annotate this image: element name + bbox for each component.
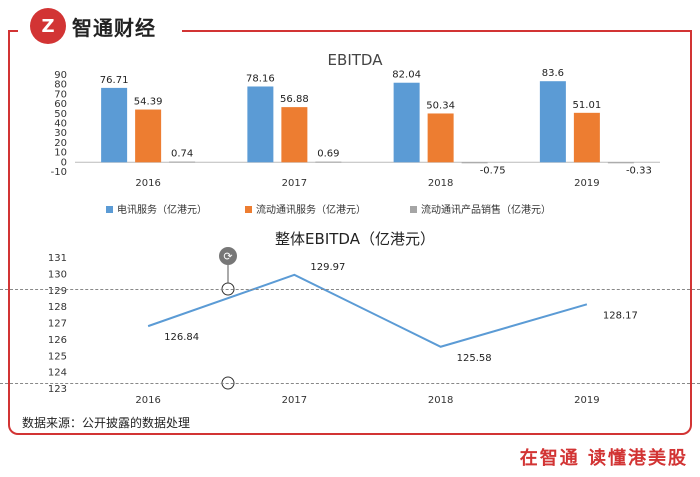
bar [539, 81, 566, 163]
legend-swatch [245, 206, 252, 213]
y-tick-label: 90 [54, 70, 67, 81]
line-data-label: 128.17 [603, 310, 638, 321]
y-tick-label: 130 [48, 269, 67, 280]
y-tick-label: 60 [54, 99, 67, 110]
brand-mark-icon: Z [30, 8, 66, 44]
line-data-label: 125.58 [457, 353, 492, 364]
x-tick-label: 2019 [574, 395, 599, 406]
legend-label: 流动通讯服务（亿港元） [256, 203, 366, 216]
y-tick-label: 70 [54, 89, 67, 100]
y-tick-label: 125 [48, 351, 67, 362]
brand-slogan: 在智通 读懂港美股 [519, 448, 688, 469]
bar-data-label: 50.34 [426, 100, 455, 111]
y-tick-label: 124 [48, 368, 67, 379]
bar-data-label: 0.74 [171, 149, 193, 160]
bar-data-label: 56.88 [280, 94, 309, 105]
y-tick-label: 30 [54, 128, 67, 139]
y-tick-label: 40 [54, 119, 67, 130]
x-tick-label: 2018 [428, 395, 453, 406]
guide-line [0, 289, 700, 290]
bar [101, 87, 128, 163]
line-chart-title: 整体EBITDA（亿港元） [275, 230, 435, 248]
x-tick-label: 2016 [135, 395, 160, 406]
bar-data-label: -0.33 [626, 165, 652, 176]
bar-data-label: 76.71 [100, 75, 129, 86]
bar-data-label: 82.04 [392, 70, 421, 81]
bar-data-label: 83.6 [542, 68, 564, 79]
y-tick-label: 20 [54, 138, 67, 149]
x-tick-label: 2017 [282, 395, 307, 406]
frame-edge [182, 30, 692, 32]
bar-data-label: 78.16 [246, 73, 275, 84]
bar [461, 162, 488, 164]
bar [607, 162, 634, 164]
brand-name: 智通财经 [72, 15, 156, 40]
frame-edge [8, 30, 18, 32]
y-tick-label: 0 [61, 157, 67, 168]
x-tick-label: 2018 [428, 178, 453, 189]
bar-data-label: 51.01 [573, 100, 602, 111]
y-tick-label: 127 [48, 319, 67, 330]
x-tick-label: 2019 [574, 178, 599, 189]
series-line [147, 273, 588, 348]
y-tick-label: 10 [54, 148, 67, 159]
legend-swatch [106, 206, 113, 213]
y-tick-label: 126 [48, 335, 67, 346]
x-tick-label: 2017 [282, 178, 307, 189]
y-tick-label: 131 [48, 253, 67, 264]
bar [135, 109, 162, 163]
y-tick-label: 123 [48, 384, 67, 395]
bar-data-label: 54.39 [134, 97, 163, 108]
line-data-label: 126.84 [164, 332, 199, 343]
bar [427, 113, 454, 163]
bar [315, 161, 342, 163]
y-tick-label: 80 [54, 80, 67, 91]
bar [247, 86, 274, 163]
legend-label: 电讯服务（亿港元） [117, 203, 207, 216]
y-tick-label: 50 [54, 109, 67, 120]
source-note: 数据来源：公开披露的数据处理 [22, 416, 191, 430]
line-data-label: 129.97 [310, 262, 345, 273]
bar-data-label: 0.69 [317, 149, 339, 160]
bar [169, 161, 196, 163]
y-tick-label: -10 [51, 167, 67, 178]
bar [393, 82, 420, 163]
y-tick-label: 128 [48, 302, 67, 313]
guide-line [0, 383, 700, 384]
x-tick-label: 2016 [135, 178, 160, 189]
rotate-glyph: ⟳ [223, 250, 232, 263]
bar-data-label: -0.75 [480, 165, 506, 176]
rotate-handle-icon [219, 247, 237, 265]
bar [281, 107, 308, 163]
y-tick-label: 129 [48, 286, 67, 297]
chart-frame [8, 30, 692, 435]
legend-swatch [410, 206, 417, 213]
legend-label: 流动通讯产品销售（亿港元） [421, 203, 551, 216]
bar-chart-title: EBITDA [328, 51, 384, 69]
brand-logo: Z 智通财经 [30, 8, 162, 44]
bar [573, 112, 600, 163]
